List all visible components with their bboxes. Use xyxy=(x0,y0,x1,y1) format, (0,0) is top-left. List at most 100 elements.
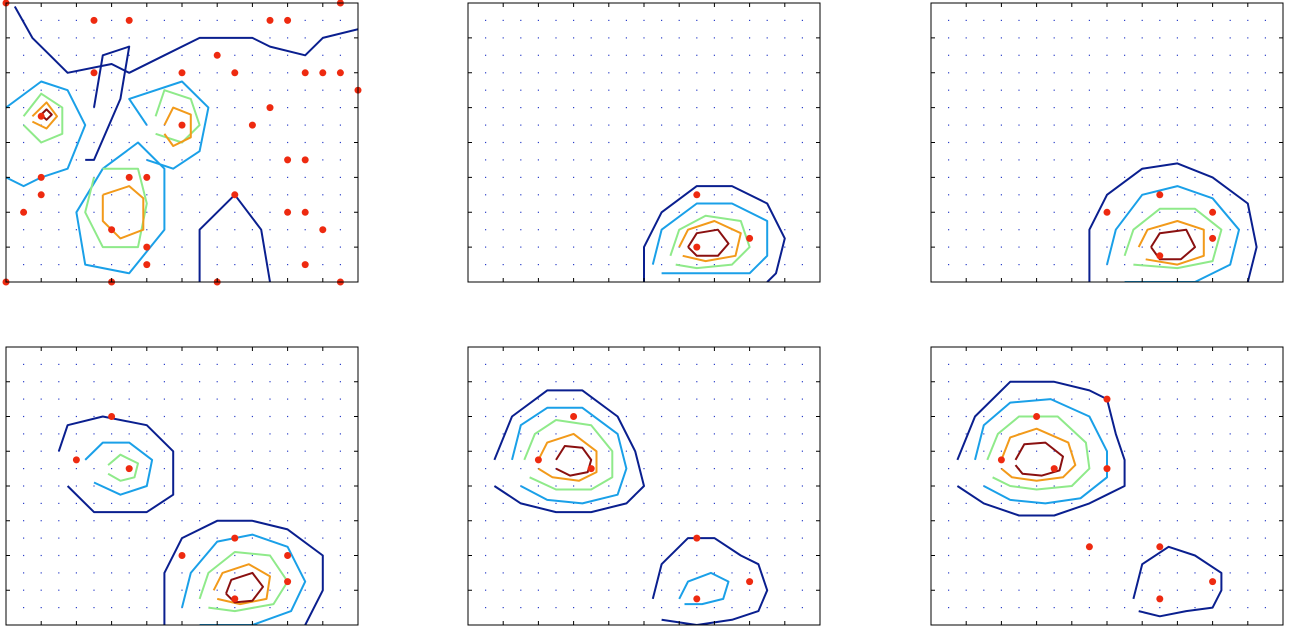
grid-dot xyxy=(965,398,967,400)
grid-dot xyxy=(801,211,803,213)
grid-dot xyxy=(339,468,341,470)
panel-5 xyxy=(467,346,821,626)
grid-dot xyxy=(1176,124,1178,126)
grid-dot xyxy=(1018,72,1020,74)
grid-dot xyxy=(983,415,985,418)
grid-dot xyxy=(573,264,575,266)
grid-dot xyxy=(1141,537,1143,539)
grid-dot xyxy=(948,72,950,74)
grid-dot xyxy=(502,89,504,91)
grid-dot xyxy=(1000,211,1002,213)
grid-dot xyxy=(322,381,324,383)
grid-dot xyxy=(1141,89,1143,91)
grid-dot xyxy=(234,398,236,400)
grid-dot xyxy=(146,450,148,452)
contour-level-1 xyxy=(85,45,131,161)
grid-dot xyxy=(678,159,680,161)
grid-dot xyxy=(199,607,201,609)
grid-dot xyxy=(1176,607,1178,609)
grid-dot xyxy=(234,19,236,21)
grid-dot xyxy=(111,107,113,109)
contour-level-1 xyxy=(198,193,271,282)
grid-dot xyxy=(1247,211,1249,213)
grid-dot xyxy=(163,19,165,21)
grid-dot xyxy=(965,589,967,591)
grid-dot xyxy=(199,141,201,144)
grid-dot xyxy=(1229,246,1231,248)
grid-dot xyxy=(287,485,289,487)
grid-dot xyxy=(1247,433,1249,435)
grid-dot xyxy=(1071,141,1073,144)
grid-dot xyxy=(269,537,271,539)
grid-dot xyxy=(713,415,715,418)
grid-dot xyxy=(111,54,113,56)
grid-dot xyxy=(537,502,539,504)
grid-dot xyxy=(1194,450,1196,452)
grid-dot xyxy=(485,607,487,609)
grid-dot xyxy=(322,415,324,418)
grid-dot xyxy=(199,363,201,365)
grid-dot xyxy=(269,159,271,161)
grid-dot xyxy=(234,229,236,231)
grid-dot xyxy=(163,37,165,39)
grid-dot xyxy=(965,107,967,109)
grid-dot xyxy=(1264,107,1266,109)
contour-level-3 xyxy=(154,89,201,144)
grid-dot xyxy=(75,485,77,487)
sample-point xyxy=(1209,234,1217,242)
grid-dot xyxy=(485,124,487,126)
grid-dot xyxy=(948,194,950,196)
grid-dot xyxy=(1088,485,1090,487)
grid-dot xyxy=(1176,229,1178,231)
grid-dot xyxy=(713,502,715,504)
grid-dot xyxy=(502,229,504,231)
grid-dot xyxy=(801,398,803,400)
grid-dot xyxy=(1124,415,1126,418)
grid-dot xyxy=(590,502,592,504)
grid-dot xyxy=(1036,54,1038,56)
grid-dot xyxy=(251,19,253,21)
grid-dot xyxy=(1194,194,1196,196)
grid-dot xyxy=(322,89,324,91)
grid-dot xyxy=(948,363,950,365)
grid-dot xyxy=(58,54,60,56)
grid-dot xyxy=(590,107,592,109)
grid-dot xyxy=(1159,381,1161,383)
grid-dot xyxy=(1018,572,1020,574)
grid-dot xyxy=(287,124,289,126)
grid-dot xyxy=(304,450,306,452)
sample-point xyxy=(231,534,239,542)
grid-dot xyxy=(1071,54,1073,56)
grid-dot xyxy=(1212,589,1214,591)
grid-dot xyxy=(784,176,786,178)
grid-dot xyxy=(1264,485,1266,487)
grid-dot xyxy=(766,54,768,56)
grid-dot xyxy=(1106,589,1108,591)
contour-level-1 xyxy=(163,519,324,625)
sample-point xyxy=(570,413,578,420)
sample-point xyxy=(125,465,133,473)
grid-dot xyxy=(643,229,645,231)
sample-point xyxy=(284,16,292,24)
grid-dot xyxy=(731,124,733,126)
grid-dot xyxy=(128,520,130,522)
grid-dot xyxy=(1106,124,1108,126)
grid-dot xyxy=(23,502,25,504)
grid-dot xyxy=(1212,381,1214,383)
grid-dot xyxy=(199,398,201,400)
grid-dot xyxy=(749,554,751,557)
grid-dot xyxy=(1053,54,1055,56)
contour-level-3 xyxy=(986,415,1091,491)
grid-dot xyxy=(661,72,663,74)
grid-dot xyxy=(661,54,663,56)
grid-dot xyxy=(661,176,663,178)
grid-dot xyxy=(93,89,95,91)
grid-dot xyxy=(661,520,663,522)
grid-dot xyxy=(40,502,42,504)
grid-dot xyxy=(1124,554,1126,557)
grid-dot xyxy=(40,229,42,231)
grid-dot xyxy=(608,607,610,609)
grid-dot xyxy=(1053,89,1055,91)
grid-dot xyxy=(731,607,733,609)
grid-dot xyxy=(304,537,306,539)
